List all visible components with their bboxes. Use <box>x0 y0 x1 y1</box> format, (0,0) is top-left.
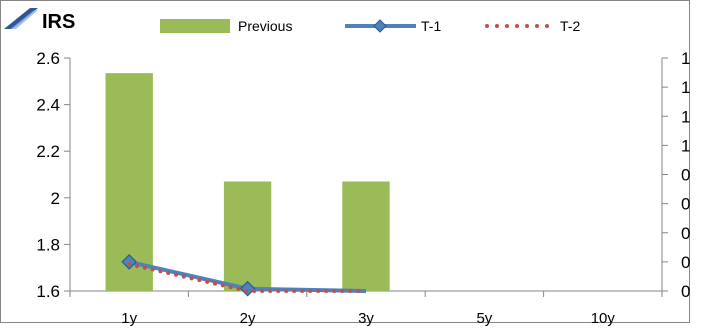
y-right-tick-label: 1 <box>681 78 690 97</box>
y-left-tick-label: 1.8 <box>36 235 60 254</box>
y-right-tick-label: 1 <box>681 49 690 68</box>
y-right-tick-label: 1 <box>681 107 690 126</box>
y-left-tick-label: 2.4 <box>36 96 60 115</box>
legend-swatch-previous <box>160 19 230 33</box>
x-tick-label: 3y <box>358 310 374 327</box>
legend-label-t1: T-1 <box>421 18 441 34</box>
y-left-tick-label: 1.6 <box>36 282 60 301</box>
x-tick-label: 2y <box>240 310 256 327</box>
legend-label-previous: Previous <box>238 18 292 34</box>
chart-title: IRS <box>42 11 75 33</box>
x-tick-label: 1y <box>121 310 137 327</box>
y-left-tick-label: 2.2 <box>36 142 60 161</box>
bar-previous <box>342 181 389 291</box>
y-right-tick-label: 0 <box>681 195 690 214</box>
legend-label-t2: T-2 <box>560 18 580 34</box>
x-tick-label: 10y <box>591 310 616 327</box>
y-left-tick-label: 2.6 <box>36 49 60 68</box>
y-right-tick-label: 0 <box>681 282 690 301</box>
y-left-tick-label: 2 <box>51 189 60 208</box>
bar-previous <box>224 181 271 291</box>
y-right-tick-label: 0 <box>681 253 690 272</box>
y-right-tick-label: 1 <box>681 136 690 155</box>
y-right-tick-label: 0 <box>681 166 690 185</box>
x-tick-label: 5y <box>476 310 492 327</box>
y-right-tick-label: 0 <box>681 224 690 243</box>
